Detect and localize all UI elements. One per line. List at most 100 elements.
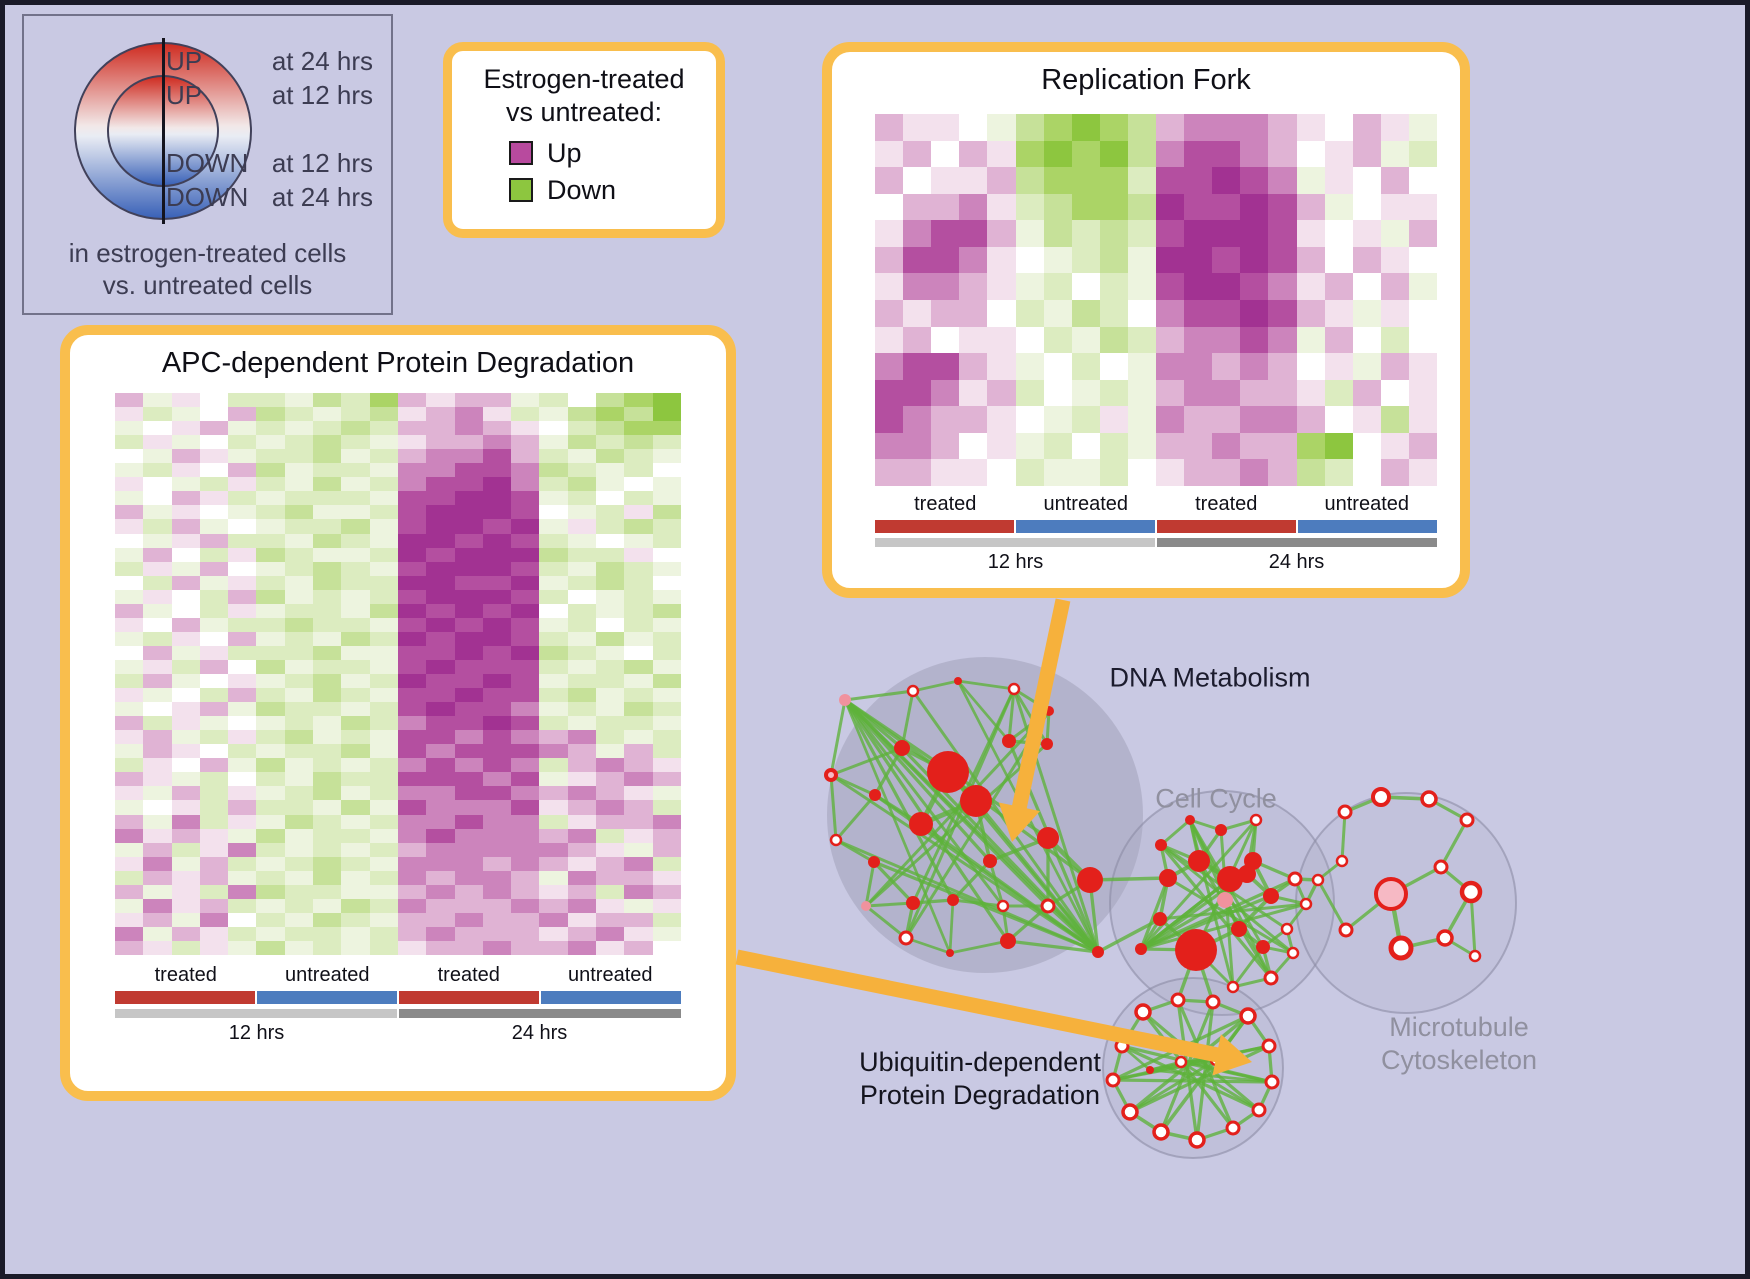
heatmap-cell <box>369 645 398 660</box>
heatmap-cell <box>397 926 427 941</box>
heatmap-cell <box>228 519 257 534</box>
heatmap-cell <box>341 659 370 674</box>
heatmap-cell <box>397 645 427 660</box>
heatmap-cell <box>115 575 144 590</box>
heatmap-cell <box>454 631 483 646</box>
heatmap-cell <box>426 800 455 815</box>
heatmap-cell <box>341 912 370 927</box>
heatmap-cell <box>143 870 172 885</box>
heatmap-cell <box>256 561 285 576</box>
heatmap-cell <box>931 406 960 433</box>
heatmap-cell <box>1127 459 1156 486</box>
flow-arrow-head <box>1212 1034 1252 1076</box>
heatmap-cell <box>987 432 1016 460</box>
heatmap-cell <box>171 786 200 801</box>
heatmap-cell <box>1324 406 1353 433</box>
heatmap-cell <box>511 856 540 871</box>
heatmap-cell <box>1408 167 1437 194</box>
heatmap-cell <box>903 140 932 168</box>
heatmap-cell <box>1380 432 1409 460</box>
heatmap-cell <box>1184 379 1213 407</box>
heatmap-cell <box>369 631 398 646</box>
heatmap-cell <box>397 463 427 478</box>
heatmap-cell <box>1408 299 1437 327</box>
heatmap-cell <box>341 589 370 604</box>
heatmap-cell <box>1380 379 1409 407</box>
heatmap-cell <box>171 575 200 590</box>
heatmap-cell <box>115 674 144 689</box>
heatmap-cell <box>199 407 229 422</box>
heatmap-cell <box>199 645 229 660</box>
heatmap-cell <box>1408 193 1437 221</box>
heatmap-cell <box>454 702 483 717</box>
heatmap-cell <box>228 617 257 632</box>
heatmap-cell <box>1127 193 1156 221</box>
heatmap-cell <box>397 533 427 548</box>
heatmap-cell <box>1156 326 1185 354</box>
heatmap-cell <box>1015 459 1044 486</box>
heatmap-cell <box>1324 299 1353 327</box>
heatmap-cell <box>1015 167 1044 194</box>
heatmap-cell <box>397 421 427 436</box>
heatmap-cell <box>199 800 229 815</box>
heatmap-cell <box>143 912 172 927</box>
heatmap-cell <box>1015 379 1044 407</box>
heatmap-cell <box>1296 432 1325 460</box>
network-node <box>1371 787 1391 807</box>
heatmap-cell <box>454 533 483 548</box>
heatmap-cell <box>539 421 568 436</box>
heatmap-cell <box>284 744 314 759</box>
heatmap-cell <box>1240 273 1269 300</box>
heatmap-cell <box>143 505 172 520</box>
network-edge <box>1159 902 1307 921</box>
heatmap-cell <box>539 477 568 492</box>
heatmap-cell <box>539 617 568 632</box>
heatmap-cell <box>397 842 427 857</box>
heatmap-cell <box>115 688 144 703</box>
heatmap-cell <box>143 898 172 913</box>
heatmap-cell <box>369 856 398 871</box>
heatmap-cell <box>1099 114 1128 141</box>
heatmap-cell <box>1184 167 1213 194</box>
network-node <box>1231 921 1247 937</box>
heatmap-cell <box>228 407 257 422</box>
heatmap-cell <box>652 814 681 829</box>
heatmap-cell <box>567 786 597 801</box>
heatmap-cell <box>397 744 427 759</box>
heatmap-cell <box>596 491 625 506</box>
heatmap-cell <box>567 393 597 408</box>
heatmap-cell <box>199 828 229 843</box>
heatmap-cell <box>1043 167 1072 194</box>
heatmap-cell <box>284 912 314 927</box>
heatmap-cell <box>596 463 625 478</box>
heatmap-cell <box>284 688 314 703</box>
heatmap-cell <box>256 772 285 787</box>
heatmap-cell <box>1212 326 1241 354</box>
heatmap-cell <box>511 575 540 590</box>
heatmap-cell <box>256 435 285 450</box>
network-node <box>1226 980 1240 994</box>
heatmap-cell <box>567 603 597 618</box>
heatmap-cell <box>115 519 144 534</box>
network-node <box>869 789 881 801</box>
heatmap-cell <box>341 645 370 660</box>
heatmap-cell <box>1296 353 1325 380</box>
heatmap-cell <box>1212 273 1241 300</box>
network-node <box>1420 790 1438 808</box>
heatmap-cell <box>115 842 144 857</box>
heatmap-cell <box>143 631 172 646</box>
network-edge <box>905 936 951 955</box>
heatmap-cell <box>454 744 483 759</box>
heatmap-cell <box>1071 246 1100 274</box>
heatmap-cell <box>875 353 904 380</box>
heatmap-cell <box>1296 273 1325 300</box>
heatmap-cell <box>1127 220 1156 247</box>
heatmap-cell <box>369 603 398 618</box>
heatmap-cell <box>199 814 229 829</box>
heatmap-cell <box>397 800 427 815</box>
heatmap-cell <box>1408 379 1437 407</box>
heatmap-cell <box>454 421 483 436</box>
heatmap-cell <box>426 421 455 436</box>
heatmap-cell <box>1296 140 1325 168</box>
heatmap-cell <box>397 688 427 703</box>
